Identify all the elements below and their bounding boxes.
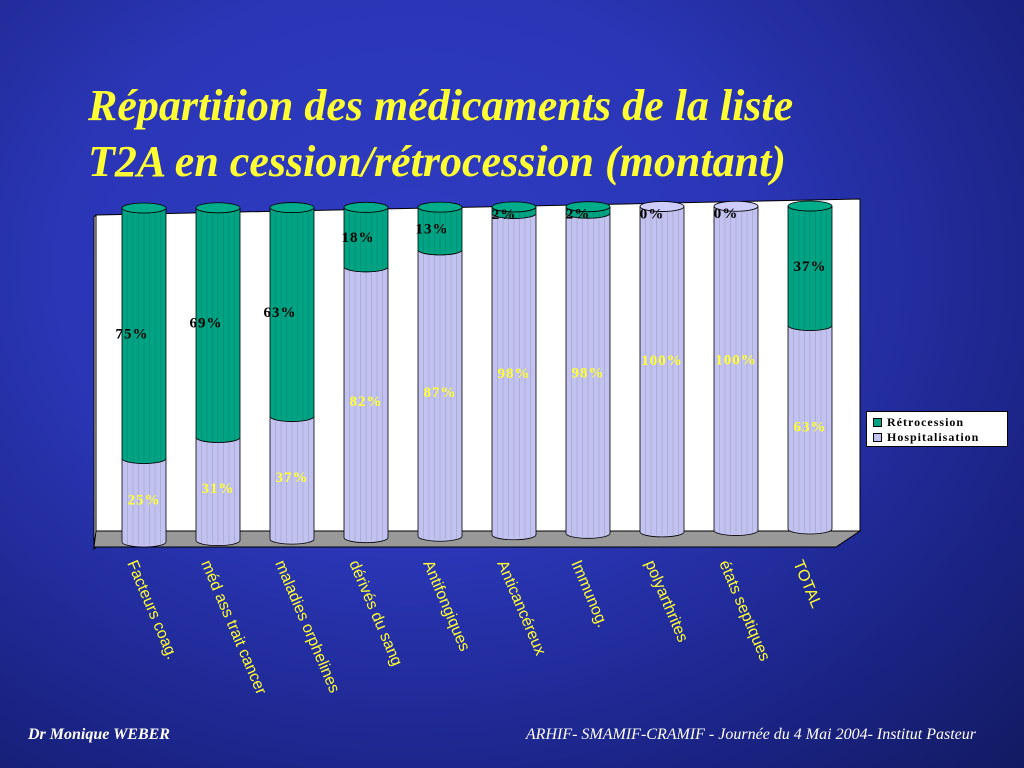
x-tick-label-7: polyarthrites — [641, 558, 691, 645]
label-hospitalisation-7: 100% — [641, 353, 683, 369]
bar-top-cap-4 — [417, 201, 463, 213]
label-retrocession-8: 0% — [714, 206, 739, 222]
x-tick-label-0: Facteurs coag. — [123, 558, 180, 662]
footer-event: ARHIF- SMAMIF-CRAMIF - Journée du 4 Mai … — [525, 726, 976, 743]
x-tick-labels-layer: Facteurs coag. méd ass trait cancer maladi… — [123, 558, 824, 698]
x-tick-label-2: maladies orphelines — [271, 558, 342, 696]
label-retrocession-4: 13% — [416, 222, 449, 238]
label-hospitalisation-4: 87% — [424, 385, 457, 401]
value-labels-layer: 25% 75% 31% 69% 37% 63% 82% 18% 87% 13% 98% 2% 98% 2%… — [116, 206, 827, 508]
bar-hospitalisation-1 — [195, 437, 241, 546]
title-line-2: T2A en cession/rétrocession (montant) — [88, 137, 786, 186]
bar-hospitalisation-3 — [343, 266, 389, 544]
bar-hospitalisation-8 — [713, 206, 759, 536]
bar-top-cap-3 — [343, 201, 389, 213]
bar-top-cap-7 — [639, 201, 685, 212]
x-tick-label-3: dérivés du sang — [345, 558, 405, 669]
legend-swatch-hospitalisation — [873, 433, 882, 442]
label-retrocession-5: 2% — [492, 207, 517, 223]
label-retrocession-0: 75% — [116, 326, 149, 342]
label-hospitalisation-5: 98% — [498, 366, 531, 382]
x-tick-label-5: Anticancéreux — [493, 558, 548, 658]
label-hospitalisation-0: 25% — [128, 492, 161, 508]
label-retrocession-9: 37% — [794, 259, 827, 275]
label-retrocession-6: 2% — [566, 207, 591, 223]
slide-title: Répartition des médicaments de la liste … — [88, 78, 988, 190]
legend-item-retrocession: Rétrocession — [873, 415, 1007, 430]
bar-top-cap-0 — [121, 202, 167, 214]
bar-hospitalisation-2 — [269, 416, 315, 545]
legend-item-hospitalisation: Hospitalisation — [873, 430, 1007, 445]
label-hospitalisation-1: 31% — [202, 481, 235, 497]
bar-hospitalisation-7 — [639, 206, 685, 538]
label-hospitalisation-8: 100% — [715, 352, 757, 368]
legend-label-retrocession: Rétrocession — [887, 415, 965, 429]
bar-top-cap-9 — [787, 200, 833, 212]
bar-top-cap-8 — [713, 200, 759, 212]
bar-top-cap-6 — [565, 201, 611, 213]
chart-side-wall — [93, 213, 97, 551]
x-tick-label-4: Antifongiques — [419, 558, 473, 654]
label-retrocession-2: 63% — [264, 305, 297, 321]
x-tick-label-8: états septiques — [715, 558, 773, 664]
label-hospitalisation-2: 37% — [276, 470, 309, 486]
x-tick-label-6: Immunog. — [567, 558, 610, 630]
title-line-1: Répartition des médicaments de la liste — [88, 81, 794, 130]
legend-label-hospitalisation: Hospitalisation — [887, 430, 980, 444]
bar-top-cap-5 — [491, 201, 537, 213]
label-hospitalisation-6: 98% — [572, 365, 605, 381]
bar-retrocession-0 — [121, 207, 167, 464]
legend-swatch-retrocession — [873, 418, 882, 427]
footer-author: Dr Monique WEBER — [28, 726, 170, 743]
x-tick-label-1: méd ass trait cancer — [197, 558, 269, 698]
bars-layer — [121, 200, 833, 548]
label-hospitalisation-9: 63% — [794, 419, 827, 435]
bar-retrocession-4 — [417, 206, 463, 256]
label-retrocession-1: 69% — [190, 316, 223, 332]
bar-hospitalisation-9 — [787, 325, 833, 535]
bar-top-cap-2 — [269, 202, 315, 213]
bar-retrocession-9 — [787, 205, 833, 331]
bar-top-cap-1 — [195, 202, 241, 214]
label-retrocession-7: 0% — [640, 206, 665, 222]
label-retrocession-3: 18% — [342, 230, 375, 246]
label-hospitalisation-3: 82% — [350, 394, 383, 410]
x-tick-label-9: TOTAL — [789, 558, 824, 611]
bar-hospitalisation-5 — [491, 213, 537, 541]
chart-legend: Rétrocession Hospitalisation — [866, 411, 1008, 447]
